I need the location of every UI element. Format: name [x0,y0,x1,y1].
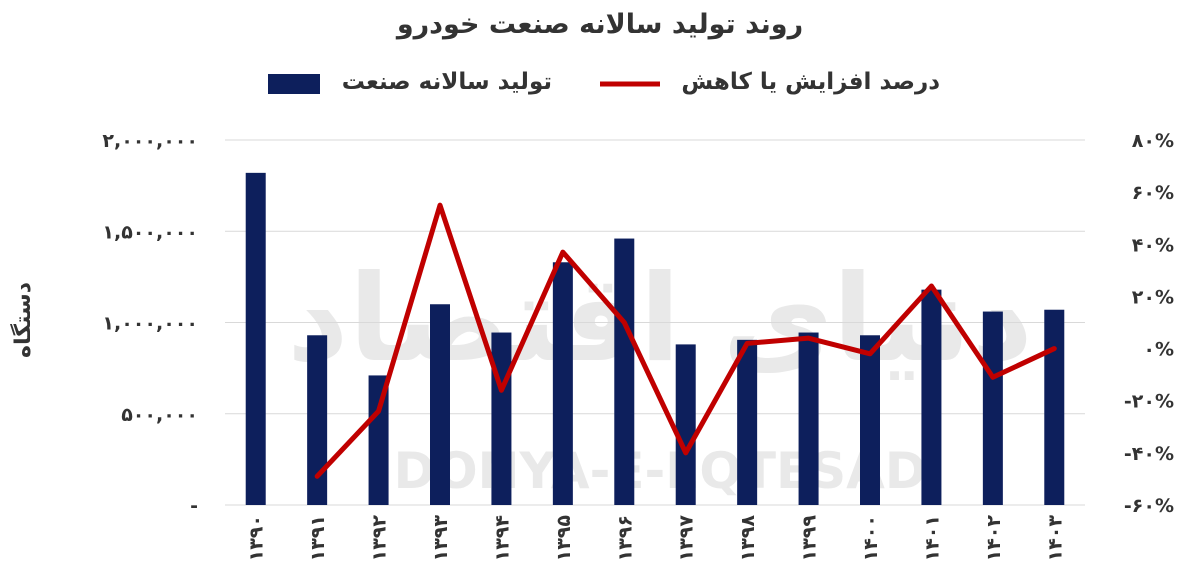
x-tick-label: ۱۳۹۴ [491,515,513,561]
right-tick-label: -۴۰% [1124,443,1174,465]
x-tick-label: ۱۳۹۹ [799,515,821,562]
x-tick-label: ۱۳۹۷ [676,515,698,562]
bar [982,311,1003,505]
bar [798,332,819,505]
legend-label-bar: تولید سالانه صنعت [342,69,552,95]
gridlines [225,139,1085,506]
x-tick-label: ۱۳۹۳ [430,515,452,562]
right-tick-label: ۰% [1143,339,1174,361]
x-tick-label: ۱۴۰۱ [921,515,943,561]
left-tick-label: - [190,495,198,517]
bar [491,332,512,505]
bar [552,262,573,505]
right-tick-label: -۲۰% [1124,391,1174,413]
x-tick-label: ۱۳۹۸ [737,515,759,562]
x-tick-label: ۱۳۹۵ [553,515,575,562]
left-axis-ticks: - ۵۰۰,۰۰۰ ۱,۰۰۰,۰۰۰ ۱,۵۰۰,۰۰۰ ۲,۰۰۰,۰۰۰ [102,130,198,517]
right-axis-ticks: -۶۰% -۴۰% -۲۰% ۰% ۲۰% ۴۰% ۶۰% ۸۰% [1124,130,1174,517]
bar [921,289,942,505]
watermark-persian: دنیای اقتصاد [287,250,1033,389]
chart-title: روند تولید سالانه صنعت خودرو [395,9,803,40]
x-tick-label: ۱۳۹۰ [246,515,268,561]
bar [614,238,635,506]
left-tick-label: ۲,۰۰۰,۰۰۰ [102,130,198,152]
bar [307,335,328,505]
legend-label-line: درصد افزایش یا کاهش [681,69,940,95]
x-tick-label: ۱۳۹۲ [369,515,391,562]
legend-swatch-bar [268,74,320,94]
x-axis-ticks: ۱۳۹۰ ۱۳۹۱ ۱۳۹۲ ۱۳۹۳ ۱۳۹۴ ۱۳۹۵ ۱۳۹۶ ۱۳۹۷ ۱۳۹۸ ۱۳۹۹… [246,515,1067,562]
right-tick-label: -۶۰% [1124,495,1174,517]
legend: درصد افزایش یا کاهش تولید سالانه صنعت [268,69,940,95]
bar [737,339,758,505]
line-series [314,202,1057,479]
y-axis-title: دستگاه [9,282,36,358]
bar [430,304,450,505]
bar [860,335,880,505]
x-tick-label: ۱۴۰۳ [1044,515,1066,562]
bar [368,375,389,505]
left-tick-label: ۵۰۰,۰۰۰ [121,404,198,426]
x-tick-label: ۱۳۹۱ [307,515,329,561]
watermark-latin: DONYA-E-EQTESAD [394,442,927,500]
x-tick-label: ۱۴۰۲ [983,515,1005,562]
bar [675,344,696,505]
x-tick-label: ۱۳۹۶ [614,515,636,561]
right-tick-label: ۸۰% [1132,130,1174,152]
right-tick-label: ۶۰% [1132,182,1174,204]
left-tick-label: ۱,۰۰۰,۰۰۰ [102,313,198,335]
left-tick-label: ۱,۵۰۰,۰۰۰ [102,221,198,243]
bar [245,172,266,505]
right-tick-label: ۴۰% [1132,234,1174,256]
right-tick-label: ۲۰% [1132,286,1174,308]
x-tick-label: ۱۴۰۰ [860,515,882,561]
bar [1044,309,1065,505]
